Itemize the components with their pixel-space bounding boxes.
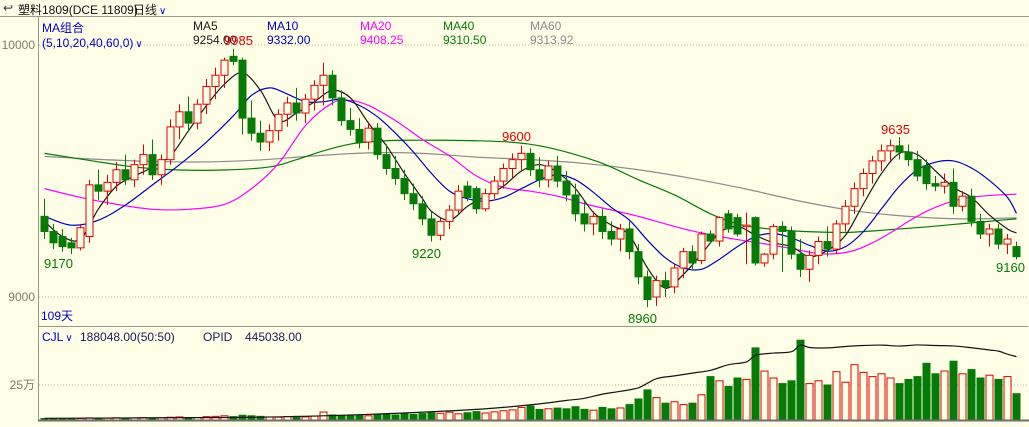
ma-group-selector[interactable]: MA组合(5,10,20,40,60,0) ∨ xyxy=(42,19,143,50)
opid-label: OPID xyxy=(203,330,233,344)
price-annotation: 9160 xyxy=(996,260,1025,275)
back-icon[interactable]: ↩ xyxy=(3,1,14,15)
ma5-legend: MA5 9254.00 xyxy=(193,19,237,47)
price-annotation: 9600 xyxy=(502,129,531,144)
price-annotation: 9220 xyxy=(412,246,441,261)
indicator-label: CJL xyxy=(42,330,64,344)
volume-value: 188048.00(50:50) xyxy=(80,330,175,344)
price-annotation: 9170 xyxy=(44,256,73,271)
indicator-selector[interactable]: CJL ∨ xyxy=(42,330,73,344)
ma60-legend: MA60 9313.92 xyxy=(530,19,574,47)
ma-group-label: MA组合(5,10,20,40,60,0) xyxy=(42,21,134,50)
price-annotation: 8960 xyxy=(628,311,657,326)
price-annotation: 9985 xyxy=(224,33,253,48)
period-label: 日线 xyxy=(133,3,158,17)
chevron-down-icon: ∨ xyxy=(65,333,73,344)
instrument-title: 塑料1809(DCE 11809) xyxy=(18,3,138,17)
header-bar: ↩ 塑料1809(DCE 11809) 日线 ∨ xyxy=(0,0,1029,18)
chevron-down-icon: ∨ xyxy=(159,6,167,17)
period-selector[interactable]: 日线 ∨ xyxy=(133,1,166,18)
opid-value: 445038.00 xyxy=(245,330,302,344)
chevron-down-icon: ∨ xyxy=(135,39,143,50)
days-count-label: 109天 xyxy=(41,309,74,323)
ma40-legend: MA40 9310.50 xyxy=(443,19,487,47)
volume-axis-tick: 25万 xyxy=(9,378,35,392)
price-axis-tick-10000: 10000 xyxy=(1,38,35,52)
price-axis-tick-9000: 9000 xyxy=(8,290,35,304)
ma20-legend: MA20 9408.25 xyxy=(360,19,404,47)
ma10-legend: MA10 9332.00 xyxy=(267,19,311,47)
price-annotation: 9635 xyxy=(881,122,910,137)
